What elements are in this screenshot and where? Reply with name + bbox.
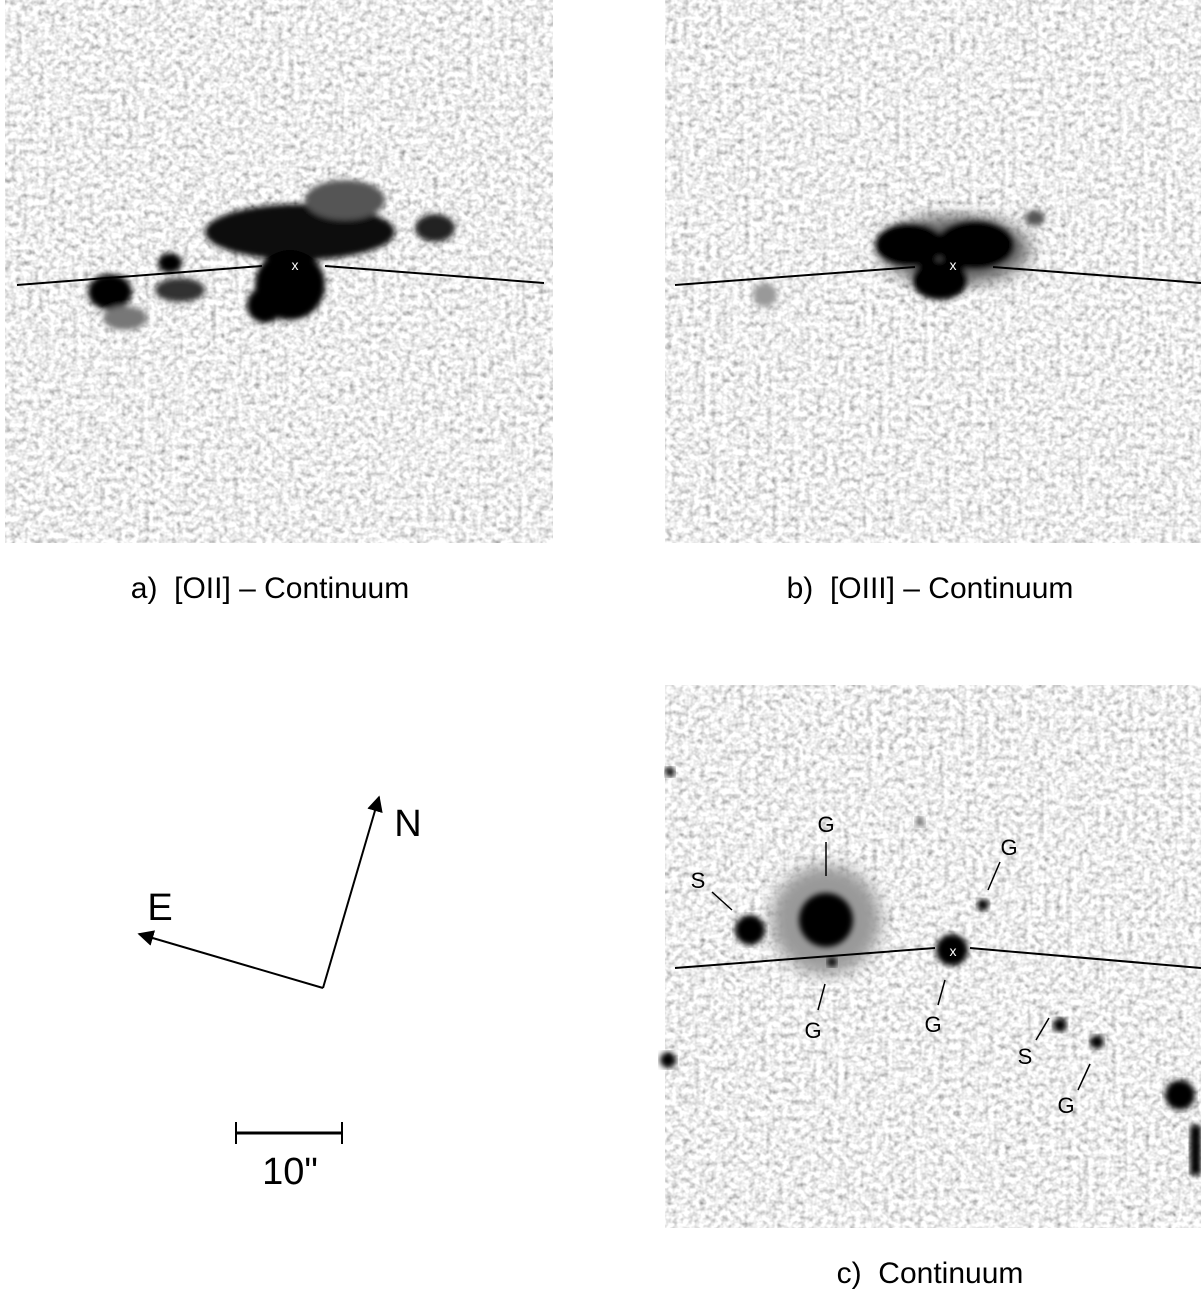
slit-line <box>674 266 916 286</box>
label-leaders <box>711 842 1091 1091</box>
center-mark: x <box>292 257 299 273</box>
slit-line <box>16 265 263 286</box>
east-arrow <box>137 930 324 989</box>
scale-label: 10" <box>262 1151 318 1193</box>
slit-line <box>324 265 545 284</box>
compass: N E <box>137 795 422 989</box>
panel-b: x <box>665 0 1201 543</box>
slit-line <box>674 947 936 969</box>
scale-bar: 10" <box>235 1122 343 1193</box>
image-background <box>665 685 1201 1228</box>
panel-c: x S G G G G S G <box>660 685 1201 1228</box>
slit-line <box>969 947 1201 969</box>
object-label: G <box>817 812 834 837</box>
emission <box>88 180 455 330</box>
panel-a: x <box>5 0 553 543</box>
center-mark: x <box>950 257 957 273</box>
sources <box>660 767 1201 1175</box>
caption: b) [OIII] – Continuum <box>787 572 1074 605</box>
center-mark: x <box>950 943 957 959</box>
object-label: G <box>1000 835 1017 860</box>
north-label: N <box>394 803 421 845</box>
object-label: G <box>924 1012 941 1037</box>
object-label: G <box>1057 1093 1074 1118</box>
caption: a) [OII] – Continuum <box>131 572 409 605</box>
emission <box>753 210 1045 307</box>
slit-line <box>992 266 1201 284</box>
object-label: S <box>1018 1044 1033 1069</box>
caption: c) Continuum <box>837 1257 1024 1289</box>
object-label: G <box>804 1018 821 1043</box>
east-label: E <box>147 887 172 929</box>
object-label: S <box>691 868 706 893</box>
north-arrow <box>322 795 383 989</box>
